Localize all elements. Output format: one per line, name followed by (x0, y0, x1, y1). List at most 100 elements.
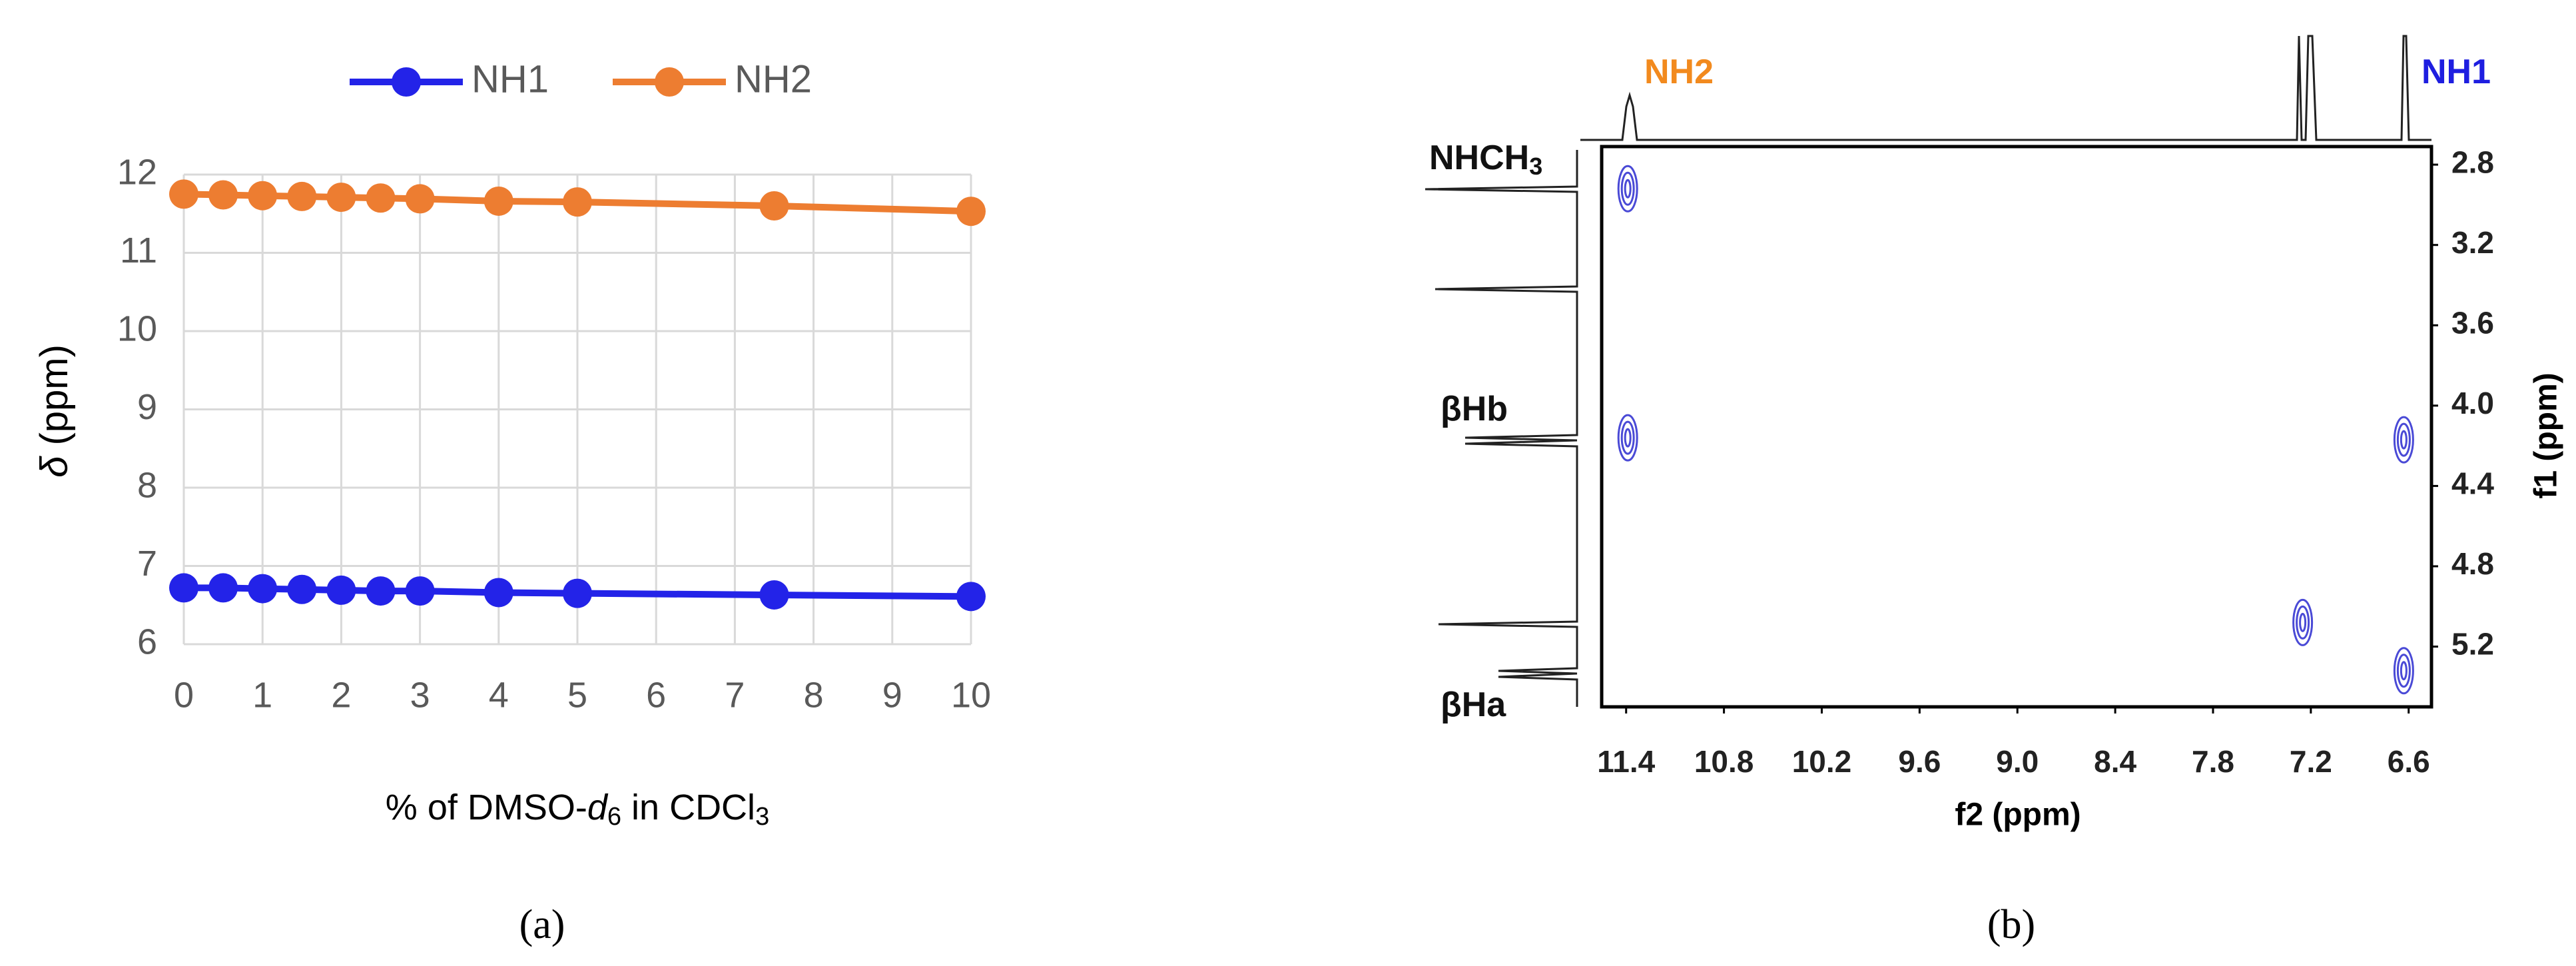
data-point (759, 191, 789, 221)
annotation-subscript: 3 (1529, 153, 1542, 180)
y-tick-label: 10 (117, 308, 157, 348)
data-point (208, 573, 238, 603)
annotation-text: NHCH (1429, 139, 1529, 177)
x-axis-label-part: 3 (755, 803, 769, 831)
plot-frame (1600, 145, 2433, 709)
legend-marker (655, 67, 684, 97)
x-axis-label-part: % of DMSO- (386, 787, 587, 827)
panel-label: (a) (519, 902, 565, 947)
data-point (956, 197, 986, 227)
x-tick-label: 7 (725, 675, 745, 715)
annotation: NHCH3 (1429, 139, 1542, 180)
y-axis-label-part: (ppm) (33, 344, 76, 456)
data-point (169, 573, 198, 603)
y-tick-label: 8 (137, 465, 157, 505)
y-tick-label: 3.6 (2451, 305, 2494, 340)
cross-peak (2393, 416, 2414, 464)
x-tick-label: 2 (331, 675, 351, 715)
cross-peak-contour (1624, 179, 1632, 199)
cross-peak-contour (1620, 171, 1635, 206)
y-tick-label: 4.4 (2451, 466, 2494, 501)
x-tick-label: 7.8 (2192, 744, 2234, 779)
annotation-text: βHb (1441, 390, 1508, 428)
data-point (405, 576, 435, 606)
x-axis-label-part: 6 (607, 803, 621, 831)
y-axis-label-part: δ (33, 456, 76, 478)
data-point (248, 574, 278, 604)
annotation-text: NH1 (2421, 53, 2491, 91)
data-point (326, 183, 356, 213)
x-tick-label: 10.8 (1694, 744, 1754, 779)
data-point (405, 184, 435, 214)
annotation: βHb (1441, 390, 1508, 428)
y-axis-label: δ (ppm) (33, 344, 76, 478)
cross-peak-contour (2296, 605, 2310, 640)
y-tick-label: 2.8 (2451, 145, 2494, 179)
cross-peak-contour (1624, 428, 1632, 448)
y-tick-label: 12 (117, 152, 157, 192)
data-point (563, 187, 592, 217)
y-tick-label: 3.2 (2451, 225, 2494, 260)
x-tick-label: 10.2 (1792, 744, 1852, 779)
annotation: NH1 (2421, 53, 2491, 91)
data-point (366, 183, 396, 213)
x-axis-label: % of DMSO-d6 in CDCl3 (386, 787, 769, 831)
y-tick-label: 6 (137, 622, 157, 662)
legend-marker (392, 67, 421, 97)
cross-peak (2292, 598, 2314, 646)
cross-peak-contour (2396, 654, 2411, 688)
y-tick-label: 4.8 (2451, 546, 2494, 581)
annotation-text: NH2 (1644, 53, 1714, 91)
x-axis-label-part: d (587, 787, 609, 827)
cross-peak (2393, 647, 2414, 695)
data-point (956, 582, 986, 612)
x-tick-label: 1 (252, 675, 272, 715)
y-tick-label: 5.2 (2451, 627, 2494, 662)
legend-label: NH1 (472, 57, 549, 101)
data-point (287, 574, 317, 604)
panel-label: (b) (1987, 902, 2035, 947)
top-projection (1580, 35, 2431, 141)
x-tick-label: 3 (410, 675, 430, 715)
y-tick-label: 4.0 (2451, 386, 2494, 420)
data-point (169, 179, 198, 209)
data-point (759, 580, 789, 610)
cross-peak (1617, 414, 1638, 462)
y-tick-label: 7 (137, 544, 157, 584)
x-tick-label: 6 (646, 675, 666, 715)
x-tick-label: 5 (567, 675, 587, 715)
cross-peak-contour (2396, 422, 2411, 457)
data-point (483, 186, 513, 216)
x-tick-label: 4 (489, 675, 509, 715)
x-axis-label-part: in CDCl (621, 787, 755, 827)
x-tick-label: 9.0 (1996, 744, 2039, 779)
x-tick-label: 0 (174, 675, 194, 715)
data-point (208, 180, 238, 210)
y-tick-label: 11 (120, 231, 157, 270)
cross-peak-contour (1620, 420, 1635, 455)
x-tick-label: 11.4 (1597, 744, 1655, 779)
cross-peak-contour (2400, 661, 2408, 681)
data-point (483, 578, 513, 608)
x-tick-label: 10 (951, 675, 991, 715)
x-tick-label: 9 (882, 675, 902, 715)
annotation: NH2 (1644, 53, 1714, 91)
x-tick-label: 6.6 (2388, 744, 2430, 779)
data-point (287, 181, 317, 211)
cross-peak-contour (2400, 430, 2408, 450)
x-tick-label: 7.2 (2290, 744, 2332, 779)
left-projection (1425, 150, 1578, 707)
data-point (248, 181, 278, 211)
data-point (366, 576, 396, 606)
annotation: βHa (1441, 686, 1506, 724)
cross-peak-contour (2299, 612, 2307, 632)
data-point (563, 578, 592, 608)
x-tick-label: 8.4 (2094, 744, 2136, 779)
cross-peak (1617, 165, 1638, 213)
legend-label: NH2 (735, 57, 812, 101)
x-tick-label: 8 (804, 675, 824, 715)
x-axis-label: f2 (ppm) (1955, 797, 2081, 833)
